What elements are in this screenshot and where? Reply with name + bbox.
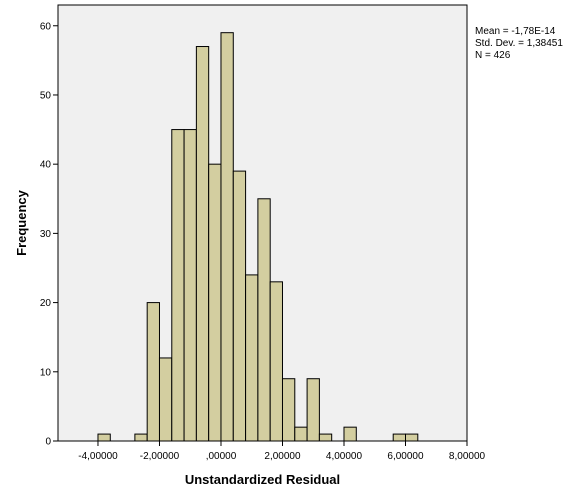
histogram-bar [245, 274, 259, 442]
histogram-bar [97, 433, 111, 442]
histogram-bar [220, 32, 234, 442]
histogram-bar [158, 357, 173, 442]
histogram-bar [183, 129, 197, 442]
y-tick-label: 30 [40, 229, 52, 240]
histogram-bar [318, 433, 333, 442]
y-axis-title: Frequency [14, 189, 29, 256]
x-tick-label: 2,00000 [264, 451, 301, 462]
x-axis: -4,00000 -2,00000 ,00000 2,00000 4,00000 6,00… [78, 441, 486, 462]
x-tick-label: ,00000 [206, 451, 237, 462]
y-axis: 0 10 20 30 40 50 60 [40, 21, 58, 448]
histogram-bar [281, 378, 296, 442]
histogram-bar [306, 378, 320, 442]
x-axis-title: Unstandardized Residual [185, 472, 340, 487]
statistics-box: Mean = -1,78E-14 Std. Dev. = 1,38451 N =… [475, 26, 563, 62]
histogram-bar [134, 433, 148, 442]
histogram-bar [405, 433, 419, 442]
y-tick-label: 0 [45, 437, 51, 448]
bars-group [97, 32, 419, 442]
stat-n: N = 426 [475, 50, 511, 61]
stat-mean: Mean = -1,78E-14 [475, 26, 556, 37]
x-tick-label: -4,00000 [78, 451, 118, 462]
histogram-bar [146, 302, 160, 442]
y-tick-label: 40 [40, 160, 52, 171]
histogram-bar [232, 170, 247, 442]
y-tick-label: 10 [40, 367, 52, 378]
x-tick-label: 6,00000 [387, 451, 424, 462]
histogram-bar [269, 281, 283, 442]
x-tick-label: -2,00000 [140, 451, 180, 462]
y-tick-label: 20 [40, 298, 52, 309]
histogram-bar [208, 163, 222, 442]
histogram-bar [294, 426, 308, 442]
y-tick-label: 60 [40, 21, 52, 32]
histogram-bar [392, 433, 407, 442]
x-tick-label: 8,00000 [449, 451, 486, 462]
histogram-bar [171, 129, 185, 442]
x-tick-label: 4,00000 [326, 451, 363, 462]
y-tick-label: 50 [40, 90, 52, 101]
stat-std-dev: Std. Dev. = 1,38451 [475, 38, 563, 49]
histogram-bar [195, 46, 210, 442]
histogram-bar [257, 198, 271, 442]
histogram-bar [343, 426, 357, 442]
